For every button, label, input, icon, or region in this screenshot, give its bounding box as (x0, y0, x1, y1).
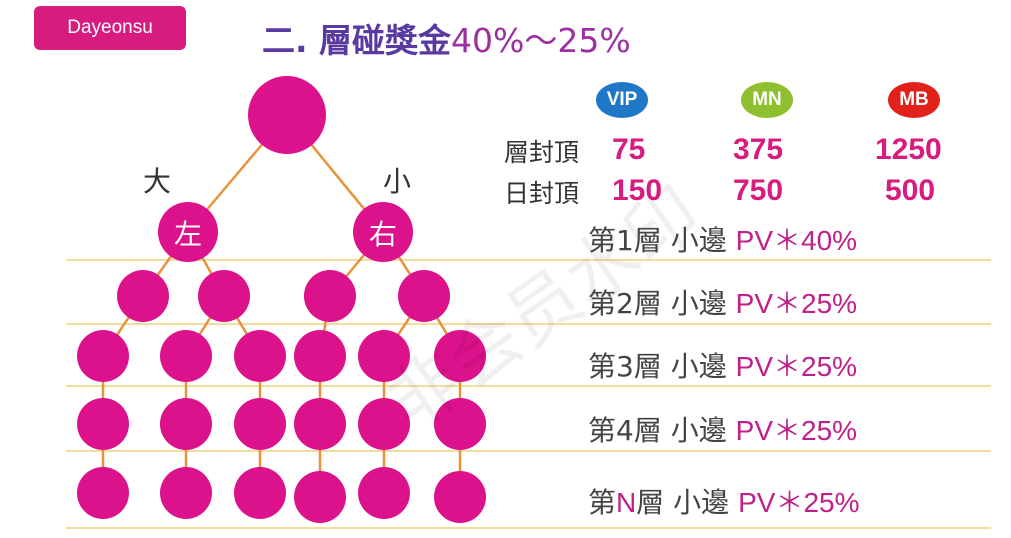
tree-node (294, 471, 346, 523)
tree-node (77, 467, 129, 519)
level-prefix: 第1層 (588, 224, 662, 257)
tree-node (434, 471, 486, 523)
tree-node (160, 330, 212, 382)
title-percent: 40%～25% (451, 21, 631, 60)
level-side: 小邊 (670, 414, 727, 447)
level-4-rule: 第4層 小邊 PV＊25% (588, 409, 857, 449)
level-pv: PV＊25% (738, 487, 860, 518)
daily-cap-label: 日封頂 (504, 179, 580, 208)
tree-node (77, 330, 129, 382)
level-prefix: 第3層 (588, 350, 662, 383)
level-prefix-b: 層 (636, 486, 665, 519)
tree-node (294, 330, 346, 382)
mn-badge: MN (741, 82, 793, 118)
level-side: 小邊 (673, 486, 730, 519)
level-pv: PV＊40% (735, 225, 858, 256)
tree-node (234, 467, 286, 519)
level-pv: PV＊25% (735, 351, 858, 382)
tree-node (434, 330, 486, 382)
big-side-label: 大 (143, 165, 172, 198)
small-side-label: 小 (383, 165, 412, 198)
level-prefix: 第2層 (588, 287, 662, 320)
page-title: 二. 層碰獎金40%～25% (262, 14, 631, 62)
vip-badge: VIP (596, 82, 648, 118)
level-prefix-a: 第 (588, 486, 617, 519)
level-1-rule: 第1層 小邊 PV＊40% (588, 219, 857, 259)
level-side: 小邊 (670, 224, 727, 257)
tree-node-left (158, 202, 218, 262)
daily-cap-mn: 750 (733, 174, 784, 207)
tree-node (358, 330, 410, 382)
level-pv: PV＊25% (735, 288, 858, 319)
level-n-rule: 第N層 小邊 PV＊25% (588, 481, 860, 521)
level-prefix: 第N層 (588, 486, 664, 519)
daily-cap-vip: 150 (612, 174, 663, 207)
tree-node-root (248, 76, 326, 154)
level-prefix-n: N (616, 487, 637, 518)
tree-node (198, 270, 250, 322)
daily-cap-mb: 500 (885, 174, 936, 207)
level-divider (66, 385, 991, 387)
title-text: 二. 層碰獎金 (262, 21, 452, 60)
level-divider (66, 450, 991, 452)
level-divider (66, 259, 991, 261)
tree-node (77, 398, 129, 450)
level-side: 小邊 (670, 287, 727, 320)
level-prefix: 第4層 (588, 414, 662, 447)
tree-node (358, 398, 410, 450)
brand-logo: Dayeonsu (34, 6, 186, 50)
tree-node-right (353, 202, 413, 262)
tree-node (160, 467, 212, 519)
layer-cap-label: 層封頂 (504, 138, 580, 167)
tree-nodes (77, 76, 486, 523)
tree-node (434, 398, 486, 450)
left-node-label: 左 (173, 218, 202, 251)
layer-cap-vip: 75 (612, 133, 646, 166)
tree-node (294, 398, 346, 450)
layer-cap-mn: 375 (733, 133, 784, 166)
tree-node (160, 398, 212, 450)
tree-node (398, 270, 450, 322)
tree-node (234, 398, 286, 450)
right-node-label: 右 (368, 218, 397, 251)
tree-node (117, 270, 169, 322)
level-3-rule: 第3層 小邊 PV＊25% (588, 345, 857, 385)
level-side: 小邊 (670, 350, 727, 383)
tree-node (304, 270, 356, 322)
mb-badge: MB (888, 82, 940, 118)
level-divider (66, 323, 991, 325)
tree-node (234, 330, 286, 382)
level-2-rule: 第2層 小邊 PV＊25% (588, 282, 857, 322)
level-divider (66, 527, 991, 529)
layer-cap-mb: 1250 (875, 133, 942, 166)
level-pv: PV＊25% (735, 415, 858, 446)
tree-node (358, 467, 410, 519)
